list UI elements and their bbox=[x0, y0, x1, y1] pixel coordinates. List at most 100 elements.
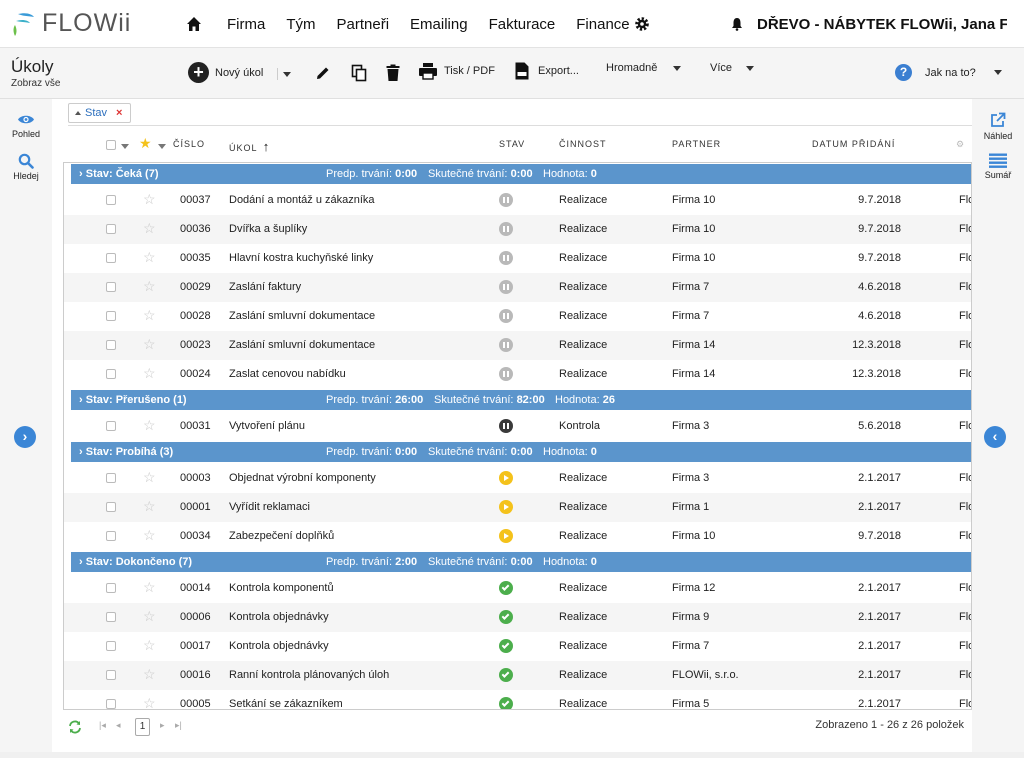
row-checkbox[interactable] bbox=[106, 282, 116, 292]
star-icon[interactable]: ☆ bbox=[143, 365, 156, 381]
table-row[interactable]: ☆ 00031 Vytvoření plánu Kontrola Firma 3 5.6.… bbox=[64, 412, 971, 441]
summary-button[interactable]: Sumář bbox=[972, 153, 1024, 180]
row-checkbox[interactable] bbox=[106, 421, 116, 431]
new-task-dropdown-button[interactable] bbox=[277, 68, 291, 80]
row-checkbox[interactable] bbox=[106, 612, 116, 622]
star-icon[interactable]: ☆ bbox=[143, 417, 156, 433]
task-name[interactable]: Zabezpečení doplňků bbox=[229, 530, 335, 542]
table-row[interactable]: ☆ 00028 Zaslání smluvní dokumentace Realiza… bbox=[64, 302, 971, 331]
task-name[interactable]: Zaslání smluvní dokumentace bbox=[229, 339, 376, 351]
filter-chip-status[interactable]: Stav × bbox=[68, 103, 132, 123]
bulk-actions-dropdown[interactable]: Hromadně bbox=[606, 62, 682, 74]
star-icon[interactable]: ☆ bbox=[143, 249, 156, 265]
nav-item-firma[interactable]: Firma bbox=[227, 16, 266, 33]
company-user-name[interactable]: DŘEVO - NÁBYTEK FLOWii, Jana Fl... bbox=[757, 16, 1007, 33]
row-checkbox[interactable] bbox=[106, 699, 116, 709]
view-button[interactable]: Pohled bbox=[0, 114, 52, 139]
group-header[interactable]: › Stav: Dokončeno (7) Predp. trvání: 2:00… bbox=[71, 552, 971, 572]
group-header[interactable]: › Stav: Probíhá (3) Predp. trvání: 0:00 Sk… bbox=[71, 442, 971, 462]
copy-icon[interactable] bbox=[351, 64, 367, 82]
row-checkbox[interactable] bbox=[106, 502, 116, 512]
task-name[interactable]: Zaslat cenovou nabídku bbox=[229, 368, 346, 380]
current-page[interactable]: 1 bbox=[135, 718, 150, 736]
group-header[interactable]: › Stav: Čeká (7) Predp. trvání: 0:00 Skute… bbox=[71, 164, 971, 184]
task-name[interactable]: Hlavní kostra kuchyňské linky bbox=[229, 252, 374, 264]
prev-page-icon[interactable]: ◂ bbox=[116, 720, 121, 730]
home-icon[interactable] bbox=[186, 16, 202, 32]
row-checkbox[interactable] bbox=[106, 369, 116, 379]
table-row[interactable]: ☆ 00016 Ranní kontrola plánovaných úloh Rea… bbox=[64, 661, 971, 690]
table-row[interactable]: ☆ 00023 Zaslání smluvní dokumentace Realiza… bbox=[64, 331, 971, 360]
preview-button[interactable]: Náhled bbox=[972, 112, 1024, 141]
nav-item-tym[interactable]: Tým bbox=[286, 16, 316, 33]
row-checkbox[interactable] bbox=[106, 253, 116, 263]
select-options-chevron-icon[interactable] bbox=[121, 144, 129, 149]
expand-left-panel-button[interactable]: › bbox=[14, 426, 36, 448]
first-page-icon[interactable]: |◂ bbox=[99, 720, 106, 730]
task-name[interactable]: Vyřídit reklamaci bbox=[229, 501, 310, 513]
remove-filter-icon[interactable]: × bbox=[116, 107, 123, 119]
task-name[interactable]: Zaslání faktury bbox=[229, 281, 302, 293]
table-row[interactable]: ☆ 00006 Kontrola objednávky Realizace Firma … bbox=[64, 603, 971, 632]
refresh-icon[interactable] bbox=[68, 720, 82, 734]
table-row[interactable]: ☆ 00029 Zaslání faktury Realizace Firma 7 4.6… bbox=[64, 273, 971, 302]
nav-item-emailing[interactable]: Emailing bbox=[410, 16, 468, 33]
task-name[interactable]: Ranní kontrola plánovaných úloh bbox=[229, 669, 390, 681]
table-row[interactable]: ☆ 00014 Kontrola komponentů Realizace Firma … bbox=[64, 574, 971, 603]
task-name[interactable]: Objednat výrobní komponenty bbox=[229, 472, 376, 484]
task-name[interactable]: Kontrola komponentů bbox=[229, 582, 334, 594]
row-checkbox[interactable] bbox=[106, 195, 116, 205]
task-name[interactable]: Dvířka a šuplíky bbox=[229, 223, 308, 235]
more-dropdown[interactable]: Více bbox=[710, 62, 755, 74]
star-icon[interactable]: ☆ bbox=[143, 695, 156, 710]
star-icon[interactable]: ☆ bbox=[143, 579, 156, 595]
table-row[interactable]: ☆ 00003 Objednat výrobní komponenty Realiza… bbox=[64, 464, 971, 493]
star-icon[interactable]: ☆ bbox=[143, 666, 156, 682]
group-header[interactable]: › Stav: Přerušeno (1) Predp. trvání: 26:0… bbox=[71, 390, 971, 410]
star-icon[interactable]: ☆ bbox=[143, 307, 156, 323]
expand-right-panel-button[interactable]: ‹ bbox=[984, 426, 1006, 448]
row-checkbox[interactable] bbox=[106, 583, 116, 593]
table-row[interactable]: ☆ 00035 Hlavní kostra kuchyňské linky Reali… bbox=[64, 244, 971, 273]
star-options-chevron-icon[interactable] bbox=[158, 144, 166, 149]
nav-item-finance[interactable]: Finance bbox=[576, 16, 630, 33]
task-name[interactable]: Zaslání smluvní dokumentace bbox=[229, 310, 376, 322]
star-icon[interactable]: ☆ bbox=[143, 608, 156, 624]
row-checkbox[interactable] bbox=[106, 670, 116, 680]
column-header-number[interactable]: ČÍSLO bbox=[173, 139, 206, 149]
table-row[interactable]: ☆ 00017 Kontrola objednávky Realizace Firma … bbox=[64, 632, 971, 661]
nav-item-partneri[interactable]: Partneři bbox=[336, 16, 390, 33]
table-row[interactable]: ☆ 00005 Setkání se zákazníkem Realizace Firm… bbox=[64, 690, 971, 710]
select-all-checkbox[interactable] bbox=[106, 140, 116, 150]
star-icon[interactable]: ☆ bbox=[143, 637, 156, 653]
column-header-status[interactable]: STAV bbox=[499, 139, 526, 149]
nav-item-fakturace[interactable]: Fakturace bbox=[488, 16, 556, 33]
table-row[interactable]: ☆ 00034 Zabezpečení doplňků Realizace Firma … bbox=[64, 522, 971, 551]
page-subtitle[interactable]: Zobraz vše bbox=[11, 78, 61, 89]
search-button[interactable]: Hledej bbox=[0, 153, 52, 181]
column-settings-icon[interactable]: ⚙ bbox=[956, 139, 966, 149]
star-icon[interactable]: ☆ bbox=[143, 278, 156, 294]
logo[interactable]: FLOWii bbox=[12, 9, 131, 38]
edit-pencil-icon[interactable] bbox=[315, 65, 331, 81]
star-icon[interactable]: ☆ bbox=[143, 191, 156, 207]
column-header-task[interactable]: ÚKOL ↑ bbox=[229, 139, 270, 154]
print-pdf-button[interactable]: Tisk / PDF bbox=[418, 62, 495, 80]
row-checkbox[interactable] bbox=[106, 311, 116, 321]
star-icon[interactable]: ☆ bbox=[143, 527, 156, 543]
column-header-activity[interactable]: ČINNOST bbox=[559, 139, 607, 149]
row-checkbox[interactable] bbox=[106, 641, 116, 651]
row-checkbox[interactable] bbox=[106, 531, 116, 541]
bell-icon[interactable] bbox=[731, 17, 743, 31]
task-name[interactable]: Dodání a montáž u zákazníka bbox=[229, 194, 375, 206]
export-button[interactable]: Export... bbox=[515, 62, 579, 80]
table-row[interactable]: ☆ 00037 Dodání a montáž u zákazníka Realiza… bbox=[64, 186, 971, 215]
last-page-icon[interactable]: ▸| bbox=[175, 720, 182, 730]
next-page-icon[interactable]: ▸ bbox=[160, 720, 165, 730]
task-name[interactable]: Kontrola objednávky bbox=[229, 611, 329, 623]
row-checkbox[interactable] bbox=[106, 340, 116, 350]
star-icon[interactable]: ☆ bbox=[143, 498, 156, 514]
task-name[interactable]: Vytvoření plánu bbox=[229, 420, 306, 432]
table-row[interactable]: ☆ 00024 Zaslat cenovou nabídku Realizace Fir… bbox=[64, 360, 971, 389]
task-name[interactable]: Setkání se zákazníkem bbox=[229, 698, 343, 710]
